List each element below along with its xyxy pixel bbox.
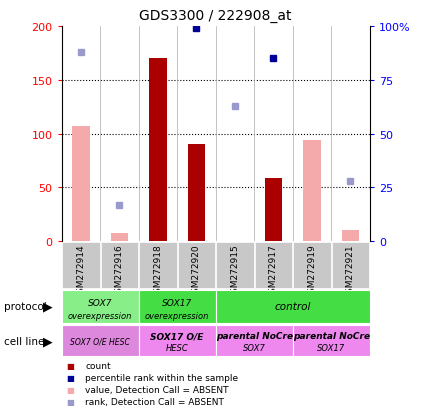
Text: ▶: ▶ <box>42 300 52 313</box>
FancyBboxPatch shape <box>215 290 370 323</box>
Bar <box>188 145 205 242</box>
Text: GSM272917: GSM272917 <box>269 244 278 299</box>
Text: GSM272918: GSM272918 <box>153 244 162 299</box>
FancyBboxPatch shape <box>139 242 177 289</box>
Text: protocol: protocol <box>4 301 47 312</box>
Text: parental NoCre: parental NoCre <box>215 331 293 340</box>
Text: rank, Detection Call = ABSENT: rank, Detection Call = ABSENT <box>85 396 224 406</box>
Text: GSM272914: GSM272914 <box>76 244 85 299</box>
Text: value, Detection Call = ABSENT: value, Detection Call = ABSENT <box>85 385 229 394</box>
FancyBboxPatch shape <box>215 325 293 356</box>
Text: GSM272920: GSM272920 <box>192 244 201 299</box>
FancyBboxPatch shape <box>216 242 254 289</box>
Text: ■: ■ <box>66 373 74 382</box>
FancyBboxPatch shape <box>62 290 139 323</box>
Bar <box>265 178 282 242</box>
Text: SOX7: SOX7 <box>243 344 266 352</box>
Text: percentile rank within the sample: percentile rank within the sample <box>85 373 238 382</box>
Text: SOX17: SOX17 <box>317 344 346 352</box>
Bar <box>303 141 320 242</box>
Text: control: control <box>275 301 311 312</box>
Bar <box>149 59 167 242</box>
Text: GSM272915: GSM272915 <box>230 244 239 299</box>
Text: SOX17: SOX17 <box>162 298 192 307</box>
Title: GDS3300 / 222908_at: GDS3300 / 222908_at <box>139 9 292 23</box>
Text: parental NoCre: parental NoCre <box>293 331 370 340</box>
Text: overexpression: overexpression <box>145 311 210 320</box>
FancyBboxPatch shape <box>139 290 215 323</box>
Text: SOX17 O/E: SOX17 O/E <box>150 331 204 340</box>
Text: GSM272919: GSM272919 <box>307 244 317 299</box>
Text: count: count <box>85 361 110 370</box>
Text: overexpression: overexpression <box>68 311 132 320</box>
FancyBboxPatch shape <box>293 325 370 356</box>
Text: SOX7 O/E HESC: SOX7 O/E HESC <box>70 336 130 345</box>
Text: GSM272921: GSM272921 <box>346 244 355 299</box>
FancyBboxPatch shape <box>332 242 369 289</box>
Bar <box>72 127 90 242</box>
Text: ■: ■ <box>66 361 74 370</box>
Bar <box>111 233 128 242</box>
Text: GSM272916: GSM272916 <box>115 244 124 299</box>
Text: ■: ■ <box>66 385 74 394</box>
FancyBboxPatch shape <box>62 242 100 289</box>
FancyBboxPatch shape <box>178 242 215 289</box>
Text: ■: ■ <box>66 396 74 406</box>
FancyBboxPatch shape <box>62 325 139 356</box>
Text: ▶: ▶ <box>42 334 52 347</box>
FancyBboxPatch shape <box>293 242 331 289</box>
Text: cell line: cell line <box>4 336 45 346</box>
Text: SOX7: SOX7 <box>88 298 112 307</box>
FancyBboxPatch shape <box>255 242 292 289</box>
Text: HESC: HESC <box>166 344 189 352</box>
Bar <box>342 231 359 242</box>
FancyBboxPatch shape <box>101 242 138 289</box>
FancyBboxPatch shape <box>139 325 215 356</box>
